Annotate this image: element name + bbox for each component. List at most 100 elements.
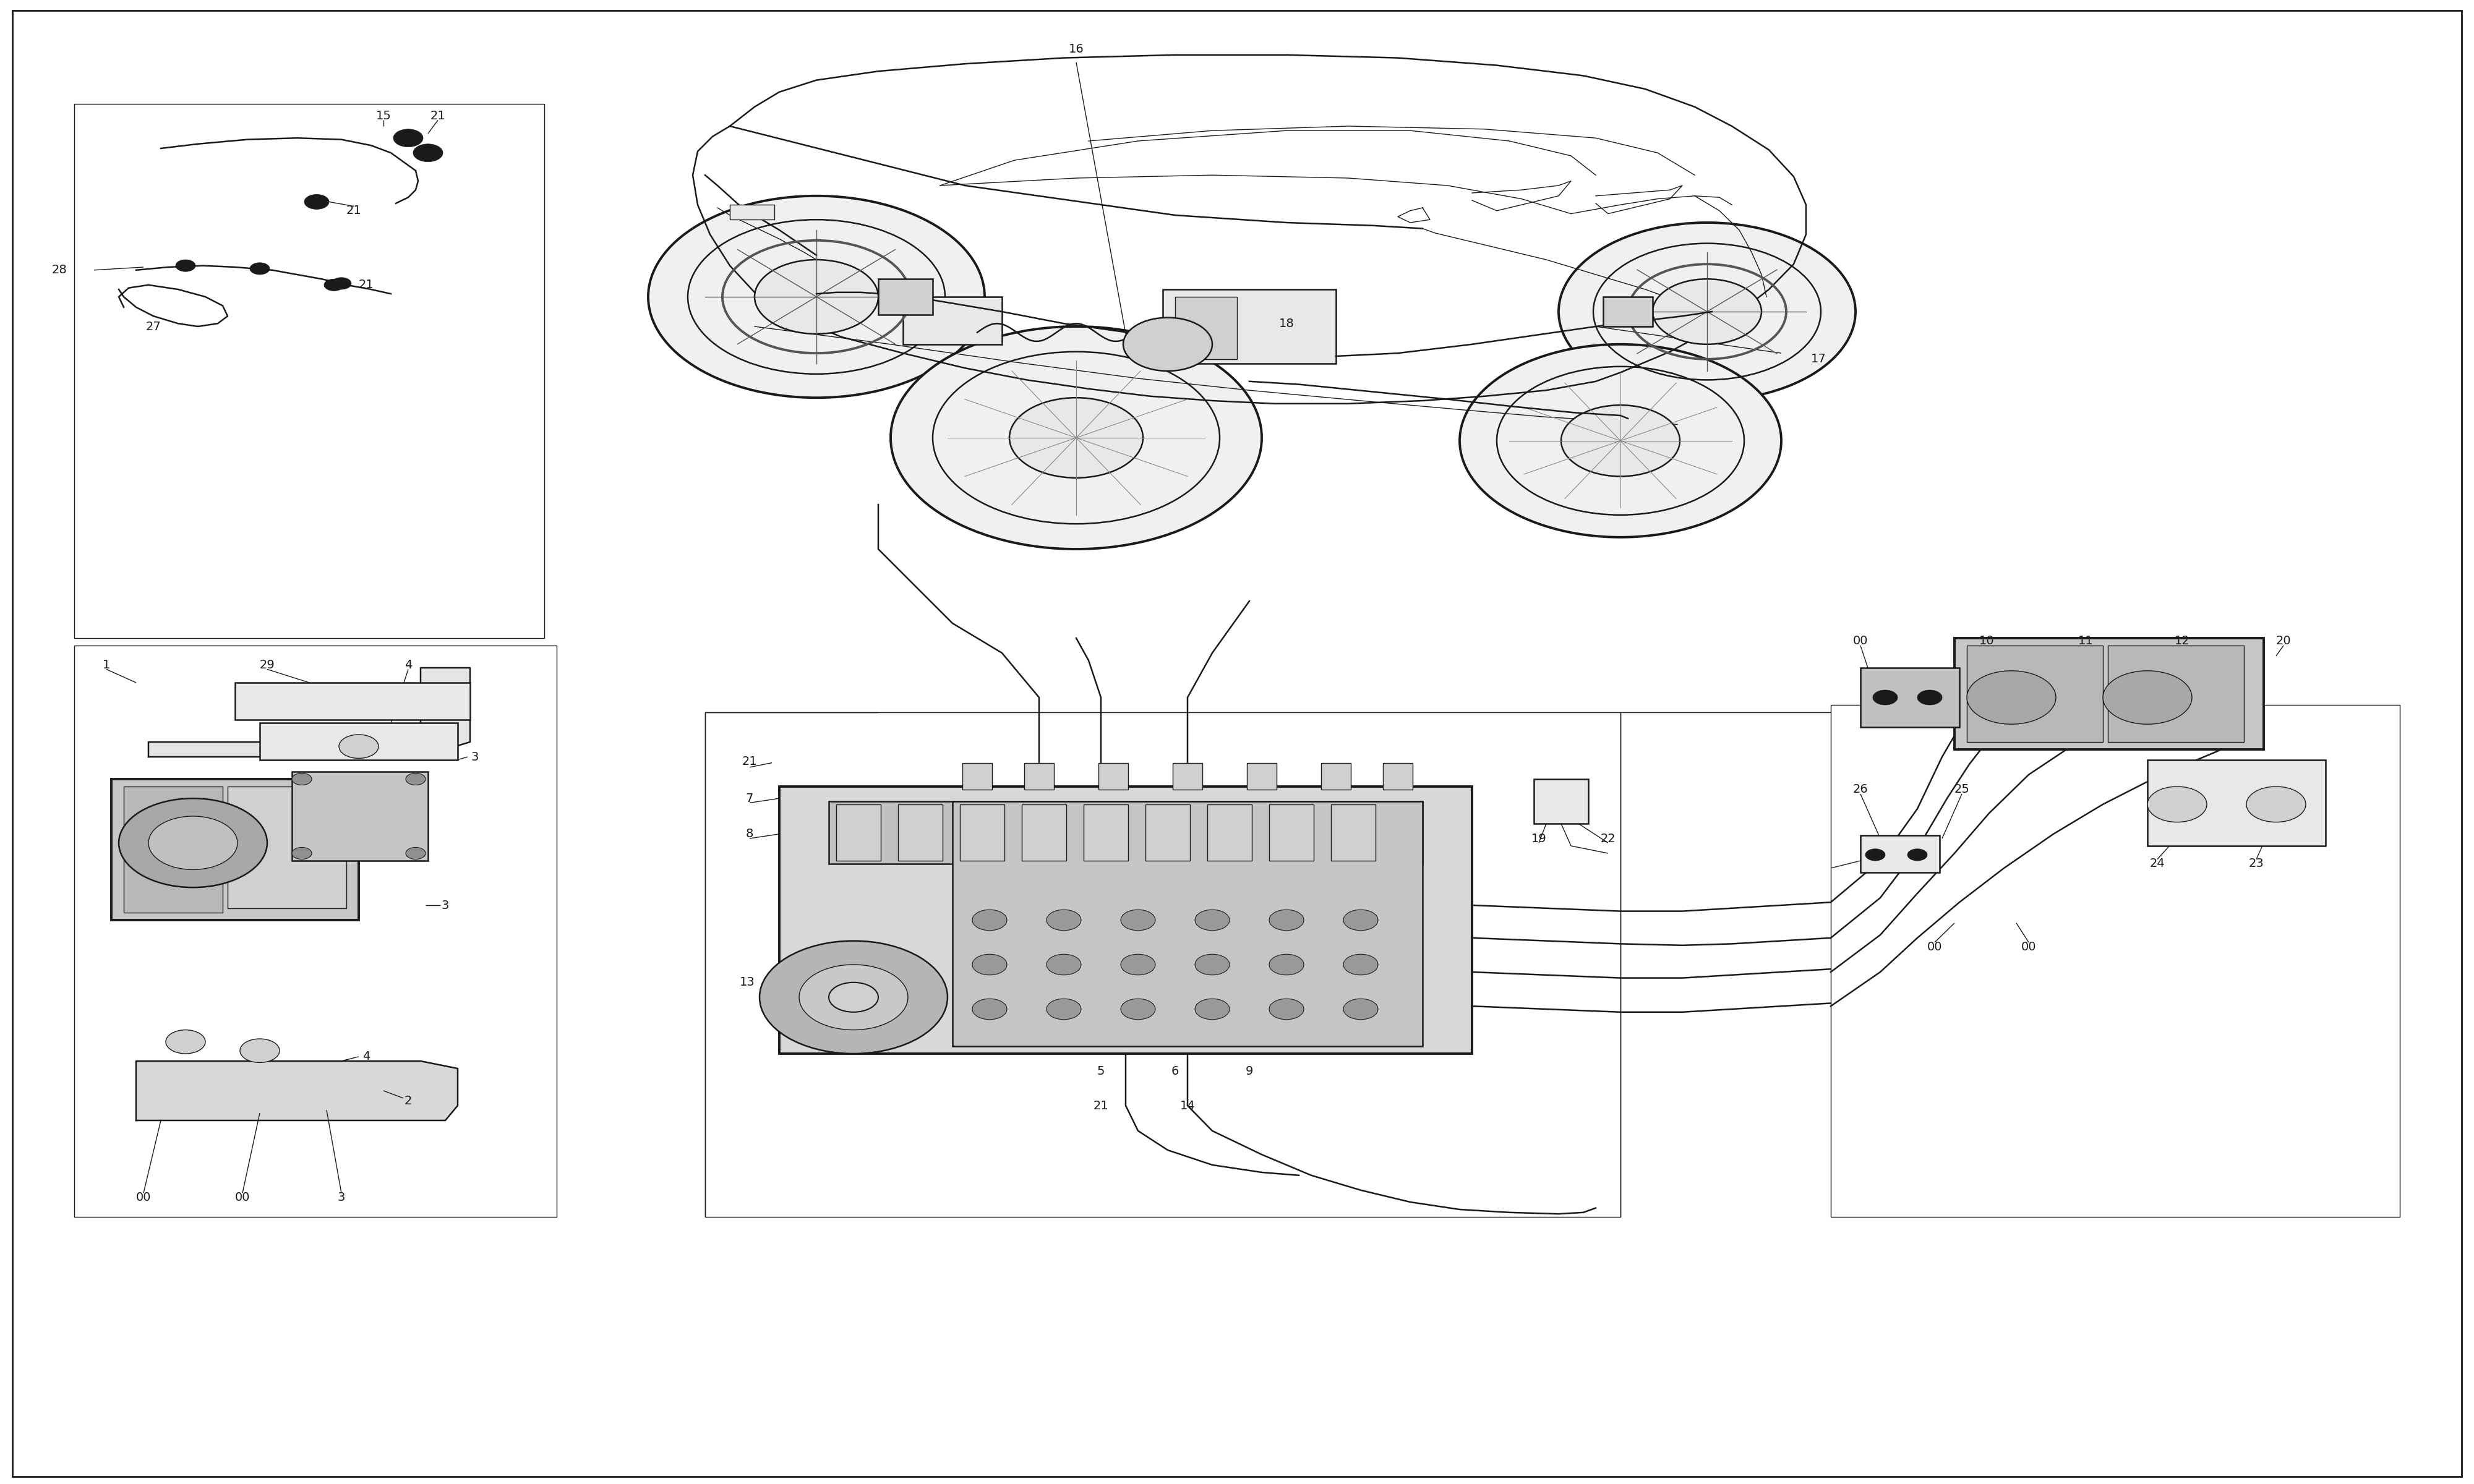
Text: 5: 5 — [1096, 1066, 1106, 1077]
Text: 21: 21 — [359, 279, 374, 291]
Circle shape — [304, 194, 329, 209]
Text: 21: 21 — [742, 755, 757, 767]
Bar — [2108, 646, 2244, 742]
Polygon shape — [136, 1061, 458, 1120]
Text: 11: 11 — [2078, 635, 2093, 647]
Circle shape — [1121, 999, 1155, 1020]
Circle shape — [1653, 279, 1761, 344]
Bar — [1860, 668, 1959, 727]
Text: 29: 29 — [260, 659, 275, 671]
Text: 4: 4 — [403, 659, 413, 671]
Text: 21: 21 — [1094, 1100, 1108, 1112]
Bar — [878, 279, 933, 315]
Bar — [1098, 763, 1128, 789]
Bar — [260, 723, 458, 760]
Circle shape — [755, 260, 878, 334]
Text: 2: 2 — [403, 1095, 413, 1107]
Circle shape — [1343, 954, 1378, 975]
Bar — [1024, 763, 1054, 789]
Circle shape — [2103, 671, 2192, 724]
Bar — [111, 779, 359, 920]
Text: 3: 3 — [440, 899, 450, 911]
Text: 20: 20 — [2276, 635, 2291, 647]
Bar — [235, 683, 470, 720]
Circle shape — [1917, 690, 1942, 705]
Text: 4: 4 — [361, 1051, 371, 1063]
Circle shape — [1009, 398, 1143, 478]
Circle shape — [413, 144, 443, 162]
Circle shape — [1343, 999, 1378, 1020]
Text: 13: 13 — [740, 976, 755, 988]
Text: 18: 18 — [1279, 318, 1294, 329]
Circle shape — [1121, 954, 1155, 975]
Circle shape — [1907, 849, 1927, 861]
Circle shape — [1195, 999, 1230, 1020]
Bar — [1022, 804, 1066, 861]
Text: 6: 6 — [1170, 1066, 1180, 1077]
Text: 21: 21 — [346, 205, 361, 217]
Circle shape — [1559, 223, 1856, 401]
Circle shape — [799, 965, 908, 1030]
Bar — [1269, 804, 1314, 861]
Circle shape — [1121, 910, 1155, 930]
Circle shape — [972, 999, 1007, 1020]
Text: 00: 00 — [235, 1192, 250, 1204]
Bar — [1247, 763, 1277, 789]
Circle shape — [760, 941, 948, 1054]
Bar — [903, 297, 1002, 344]
Circle shape — [406, 773, 426, 785]
Text: 3: 3 — [470, 751, 480, 763]
Circle shape — [972, 954, 1007, 975]
Bar — [1603, 297, 1653, 326]
Circle shape — [1967, 671, 2056, 724]
Bar — [74, 104, 544, 638]
Bar — [960, 804, 1004, 861]
Text: 10: 10 — [1979, 635, 1994, 647]
Bar — [952, 801, 1423, 1046]
Bar — [779, 787, 1472, 1054]
Bar — [1831, 705, 2400, 1217]
Circle shape — [406, 847, 426, 859]
Circle shape — [648, 196, 985, 398]
Circle shape — [166, 1030, 205, 1054]
Bar — [1084, 804, 1128, 861]
Text: 9: 9 — [1244, 1066, 1254, 1077]
Circle shape — [1047, 910, 1081, 930]
Text: 00: 00 — [1853, 635, 1868, 647]
Circle shape — [119, 798, 267, 887]
Circle shape — [1343, 910, 1378, 930]
Bar — [74, 646, 557, 1217]
Circle shape — [1269, 954, 1304, 975]
Bar — [228, 787, 346, 908]
Circle shape — [292, 847, 312, 859]
Bar — [2147, 760, 2326, 846]
Text: 27: 27 — [146, 321, 161, 332]
Circle shape — [1123, 318, 1212, 371]
Circle shape — [250, 263, 270, 275]
Circle shape — [393, 129, 423, 147]
Text: 7: 7 — [745, 792, 755, 804]
Text: 21: 21 — [430, 110, 445, 122]
Bar — [1954, 638, 2264, 749]
Bar — [962, 763, 992, 789]
Bar — [1860, 835, 1940, 873]
Text: 26: 26 — [1853, 784, 1868, 795]
Bar — [1534, 779, 1588, 824]
Bar — [730, 205, 774, 220]
Text: 25: 25 — [1954, 784, 1969, 795]
Text: 22: 22 — [1601, 833, 1616, 844]
Bar — [1173, 763, 1202, 789]
Circle shape — [1047, 954, 1081, 975]
Text: 28: 28 — [52, 264, 67, 276]
Circle shape — [240, 1039, 280, 1063]
Bar — [1331, 804, 1376, 861]
Circle shape — [829, 982, 878, 1012]
Circle shape — [332, 278, 351, 289]
Circle shape — [891, 326, 1262, 549]
Text: 1: 1 — [101, 659, 111, 671]
Bar — [1145, 804, 1190, 861]
Text: 12: 12 — [2175, 635, 2189, 647]
Bar — [705, 712, 1620, 1217]
Polygon shape — [148, 668, 470, 757]
Circle shape — [1269, 910, 1304, 930]
